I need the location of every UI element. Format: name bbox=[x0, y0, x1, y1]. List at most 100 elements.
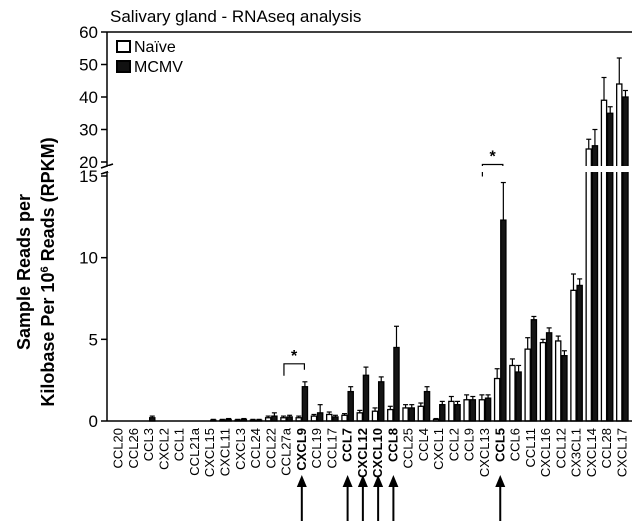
bar-mcmv-ccl25 bbox=[408, 407, 416, 422]
y-tick-label: 10 bbox=[79, 249, 98, 268]
legend-label-naive: Naïve bbox=[134, 39, 176, 56]
bar-mcmv-ccl28 bbox=[606, 112, 614, 422]
x-tick-label-cxcl16: CXCL16 bbox=[538, 428, 553, 477]
bar-mcmv-ccl11 bbox=[530, 319, 538, 422]
x-tick-label-cxcl13: CXCL13 bbox=[477, 428, 492, 477]
legend: Naïve MCMV bbox=[116, 39, 183, 76]
bar-naive-ccl5 bbox=[493, 377, 501, 422]
bar-mcmv-cxcl12 bbox=[362, 374, 370, 422]
bar-naive-cxcl10 bbox=[371, 410, 379, 422]
x-tick-label-cxcl1: CXCL1 bbox=[431, 428, 446, 470]
bar-mcmv-ccl2 bbox=[454, 404, 461, 422]
x-tick-label-ccl7: CCL7 bbox=[340, 428, 355, 462]
x-tick-label-ccl4: CCL4 bbox=[416, 428, 431, 461]
x-tick-label-ccl27a: CCL27a bbox=[279, 427, 294, 475]
legend-swatch-naive bbox=[116, 40, 131, 53]
bar-naive-ccl6 bbox=[509, 364, 516, 422]
x-tick-label-ccl25: CCL25 bbox=[401, 428, 416, 468]
y-tick-label: 60 bbox=[79, 23, 98, 42]
y-axis-label-line1: Sample Reads per bbox=[14, 194, 34, 350]
y-tick-label: 0 bbox=[89, 412, 98, 431]
y-tick-label: 20 bbox=[79, 153, 98, 172]
x-tick-label-cxcl12: CXCL12 bbox=[355, 428, 370, 478]
highlight-arrow-head bbox=[342, 475, 353, 487]
axis-break-mark bbox=[100, 163, 114, 169]
y-axis-label: Sample Reads per Kilobase Per 106 Reads … bbox=[14, 137, 58, 406]
bar-mcmv-cx3cl1 bbox=[576, 284, 583, 422]
x-tick-label-ccl1: CCL1 bbox=[172, 428, 187, 461]
x-tick-label-ccl28: CCL28 bbox=[599, 428, 614, 468]
bar-naive-cxcl17 bbox=[616, 83, 623, 422]
bar-mcmv-ccl19 bbox=[316, 412, 324, 422]
significance-star: * bbox=[291, 348, 298, 365]
bar-naive-ccl17 bbox=[325, 413, 333, 422]
bar-mcmv-ccl4 bbox=[423, 390, 431, 422]
bar-mcmv-cxcl1 bbox=[439, 404, 446, 422]
x-tick-label-ccl17: CCL17 bbox=[324, 428, 339, 468]
x-tick-label-ccl8: CCL8 bbox=[385, 428, 400, 462]
bar-naive-ccl12 bbox=[554, 340, 562, 422]
x-tick-label-ccl5: CCL5 bbox=[492, 428, 507, 462]
bar-mcmv-cxcl9 bbox=[301, 386, 309, 422]
x-tick-label-ccl22: CCL22 bbox=[263, 428, 278, 468]
bar-mcmv-ccl8 bbox=[393, 346, 400, 422]
bar-naive-cxcl13 bbox=[478, 399, 486, 422]
x-tick-label-cxcl10: CXCL10 bbox=[370, 428, 385, 478]
bar-mcmv-cxcl16 bbox=[545, 332, 553, 422]
y-tick-label: 15 bbox=[79, 167, 98, 186]
x-tick-label-cxcl14: CXCL14 bbox=[584, 428, 599, 477]
bar-naive-ccl28 bbox=[600, 99, 608, 422]
highlight-arrow-head bbox=[495, 475, 506, 487]
significance-star: * bbox=[490, 149, 497, 166]
bar-naive-cx3cl1 bbox=[570, 289, 577, 422]
highlight-arrow-head bbox=[388, 475, 399, 487]
axis-break-gap bbox=[108, 166, 633, 172]
x-tick-label-ccl26: CCL26 bbox=[126, 428, 141, 468]
significance-bracket bbox=[283, 363, 306, 376]
bar-mcmv-ccl7 bbox=[347, 390, 354, 422]
x-tick-label-ccl3: CCL3 bbox=[141, 428, 156, 461]
annotations: ** bbox=[283, 149, 504, 376]
x-tick-label-cxcl15: CXCL15 bbox=[202, 428, 217, 477]
y-tick-label: 5 bbox=[89, 330, 98, 349]
x-tick-label-ccl20: CCL20 bbox=[111, 428, 126, 468]
bar-mcmv-cxcl13 bbox=[484, 397, 492, 422]
bar-naive-ccl8 bbox=[387, 408, 394, 422]
x-tick-label-ccl21a: CCL21a bbox=[187, 427, 202, 475]
bar-mcmv-cxcl17 bbox=[622, 96, 629, 422]
bar-naive-ccl9 bbox=[463, 399, 470, 422]
y-tick-label: 40 bbox=[79, 88, 98, 107]
x-tick-label-ccl12: CCL12 bbox=[553, 428, 568, 468]
bar-naive-ccl7 bbox=[341, 414, 348, 422]
bar-mcmv-cxcl14 bbox=[591, 145, 599, 422]
y-axis-label-line2: Kilobase Per 106 Reads (RPKM) bbox=[38, 137, 58, 406]
bar-naive-ccl2 bbox=[448, 400, 455, 422]
bar-mcmv-ccl12 bbox=[561, 355, 568, 422]
bar-naive-cxcl16 bbox=[539, 341, 547, 422]
x-tick-label-ccl24: CCL24 bbox=[248, 428, 263, 468]
highlight-arrow-head bbox=[373, 475, 384, 487]
highlight-arrow-head bbox=[296, 475, 307, 487]
highlight-arrow-head bbox=[357, 475, 368, 487]
x-tick-labels: CCL20 CCL26 CCL3 CXCL2 CCL1 CCL21a CXCL15 CXCL1… bbox=[111, 427, 629, 521]
bars bbox=[149, 57, 629, 422]
x-tick-label-cxcl9: CXCL9 bbox=[294, 428, 309, 471]
chart-title: Salivary gland - RNAseq analysis bbox=[110, 7, 361, 26]
x-tick-label-cxcl17: CXCL17 bbox=[614, 428, 629, 477]
y-tick-label: 30 bbox=[79, 121, 98, 140]
x-tick-label-ccl11: CCL11 bbox=[523, 428, 538, 468]
legend-swatch-mcmv bbox=[116, 60, 131, 73]
bar-mcmv-ccl9 bbox=[469, 399, 477, 422]
bar-mcmv-cxcl10 bbox=[377, 381, 385, 422]
x-tick-label-cxcl2: CXCL2 bbox=[156, 428, 171, 470]
x-tick-label-cx3cl1: CX3CL1 bbox=[569, 428, 584, 477]
bar-naive-ccl4 bbox=[417, 405, 425, 422]
x-tick-label-ccl19: CCL19 bbox=[309, 428, 324, 468]
bar-naive-ccl25 bbox=[402, 407, 409, 422]
bar-mcmv-ccl5 bbox=[500, 219, 507, 422]
bar-naive-ccl11 bbox=[524, 348, 531, 422]
legend-label-mcmv: MCMV bbox=[134, 59, 183, 76]
bar-mcmv-ccl6 bbox=[515, 371, 522, 422]
